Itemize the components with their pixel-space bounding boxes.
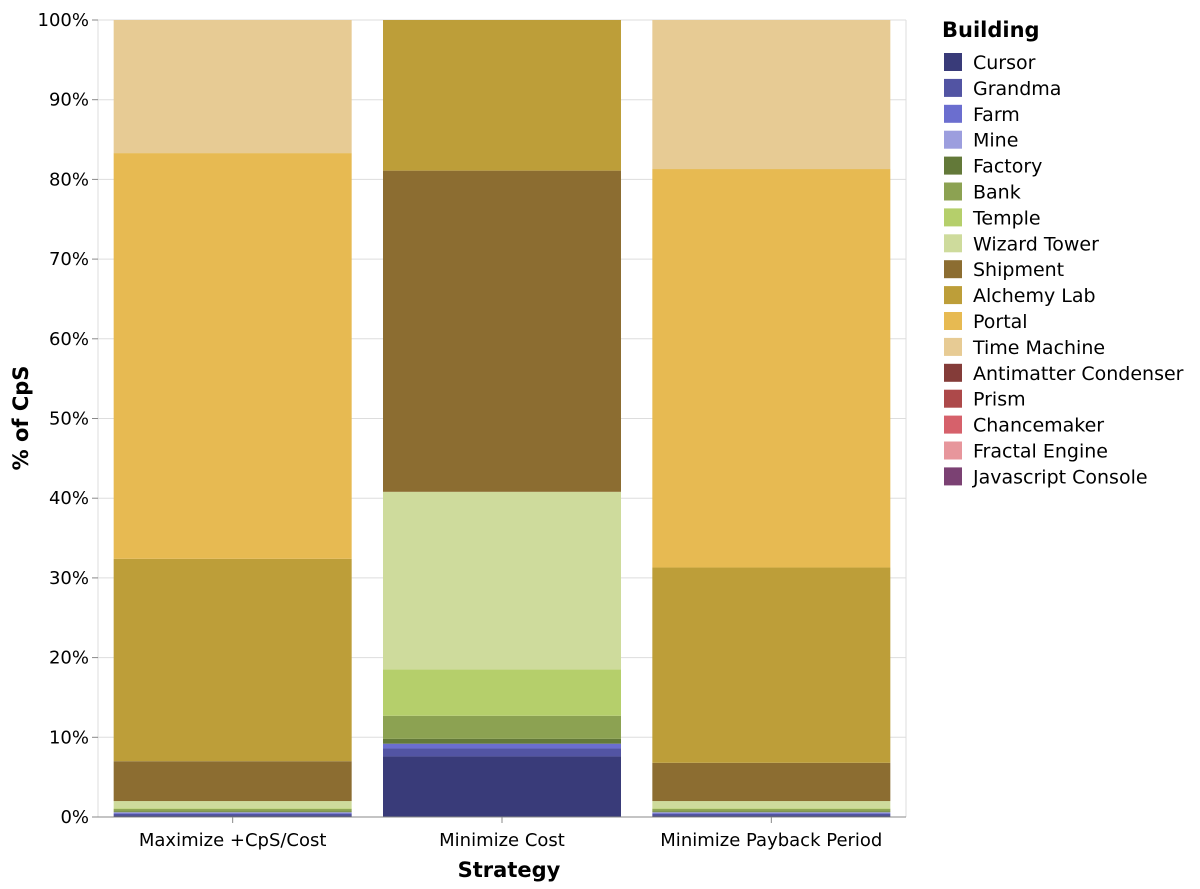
legend-swatch-antimatter-condenser (944, 363, 962, 382)
bar-segment-factory (383, 738, 621, 744)
bar-segment-wizard-tower (652, 801, 891, 809)
bar-segment-factory (652, 811, 891, 813)
bar-segment-time-machine (652, 20, 891, 170)
bar-segment-grandma (113, 813, 352, 816)
bar-segment-time-machine (113, 20, 352, 154)
legend-label-cursor: Cursor (973, 52, 1036, 74)
bar-segment-mine (652, 812, 891, 814)
bar-segment-wizard-tower (383, 491, 621, 670)
bar-segment-cursor (383, 756, 621, 817)
bar-segment-temple (652, 808, 891, 810)
y-axis: 0% 10% 20% 30% 40% 50% 60% 70% 80% 90% 100% (38, 10, 98, 828)
legend-swatch-portal (944, 312, 962, 330)
y-tick-label: 90% (49, 90, 89, 111)
legend-swatch-temple (944, 208, 962, 227)
legend-swatch-grandma (944, 78, 962, 97)
bar-segment-farm (383, 743, 621, 749)
legend-label-portal: Portal (973, 311, 1028, 333)
x-tick-label: Minimize Cost (439, 830, 565, 851)
legend-label-wizard-tower: Wizard Tower (973, 233, 1099, 255)
bar-segment-farm (652, 813, 891, 814)
bar-segment-farm (113, 813, 352, 814)
bar-segment-bank (113, 809, 352, 812)
bar-segment-shipment (383, 170, 621, 492)
bar-segment-bank (383, 715, 621, 739)
legend-label-shipment: Shipment (973, 259, 1064, 281)
y-tick-label: 60% (49, 329, 89, 350)
legend-swatch-bank (944, 182, 962, 201)
bar-segment-portal (113, 153, 352, 559)
y-tick-label: 80% (49, 169, 89, 190)
bar-segment-alchemy-lab (113, 558, 352, 762)
bar-stack (113, 20, 352, 817)
legend-label-time-machine: Time Machine (972, 337, 1105, 359)
bar-segment-wizard-tower (113, 801, 352, 809)
legend-label-prism: Prism (973, 389, 1026, 411)
bar-segment-cursor (113, 815, 352, 817)
bar-segment-mine (113, 812, 352, 814)
bar-stacks (113, 20, 891, 817)
legend-swatch-cursor (944, 53, 962, 71)
legend-swatch-wizard-tower (944, 234, 962, 253)
legend-swatch-factory (944, 156, 962, 175)
legend-swatch-javascript-console (944, 467, 962, 486)
bar-segment-shipment (652, 762, 891, 802)
bar-segment-temple (383, 669, 621, 716)
legend-label-javascript-console: Javascript Console (972, 466, 1148, 488)
y-tick-label: 100% (38, 10, 89, 31)
legend-label-fractal-engine: Fractal Engine (973, 441, 1108, 463)
legend-label-mine: Mine (973, 130, 1018, 152)
legend-title: Building (942, 18, 1040, 42)
x-axis: Maximize +CpS/Cost Minimize Cost Minimize … (98, 816, 906, 851)
x-tick-label: Minimize Payback Period (660, 830, 882, 851)
y-tick-label: 0% (60, 807, 89, 828)
y-axis-title: % of CpS (9, 366, 33, 471)
bar-segment-grandma (652, 813, 891, 816)
bar-stack (652, 20, 891, 817)
y-tick-label: 10% (49, 727, 89, 748)
y-tick-label: 30% (49, 568, 89, 589)
bar-segment-shipment (113, 761, 352, 802)
legend-label-antimatter-condenser: Antimatter Condenser (973, 363, 1184, 385)
legend-label-factory: Factory (973, 156, 1042, 178)
bar-segment-portal (652, 169, 891, 568)
legend-swatch-fractal-engine (944, 441, 962, 460)
legend-swatch-mine (944, 130, 962, 149)
legend-label-grandma: Grandma (973, 78, 1061, 100)
legend-swatch-farm (944, 104, 962, 123)
y-tick-label: 50% (49, 409, 89, 430)
bar-segment-cursor (652, 815, 891, 817)
x-tick-label: Maximize +CpS/Cost (139, 830, 327, 851)
bar-segment-bank (652, 809, 891, 812)
legend-swatch-prism (944, 389, 962, 408)
legend-swatch-chancemaker (944, 415, 962, 434)
legend-label-alchemy-lab: Alchemy Lab (973, 285, 1096, 307)
legend-label-bank: Bank (973, 182, 1021, 204)
legend-swatch-time-machine (944, 337, 962, 356)
y-tick-label: 70% (49, 249, 89, 270)
legend: Building Cursor Grandma Farm Mine Factory Ban… (942, 18, 1184, 488)
bar-segment-alchemy-lab (652, 567, 891, 763)
bar-segment-factory (113, 811, 352, 813)
legend-label-farm: Farm (973, 104, 1020, 126)
legend-swatch-alchemy-lab (944, 286, 962, 305)
bar-stack (383, 20, 621, 817)
x-axis-title: Strategy (458, 858, 561, 882)
legend-label-chancemaker: Chancemaker (973, 415, 1104, 437)
y-tick-label: 40% (49, 488, 89, 509)
bar-segment-temple (113, 808, 352, 810)
bar-segment-grandma (383, 748, 621, 757)
bar-segment-alchemy-lab (383, 20, 621, 171)
y-tick-label: 20% (49, 648, 89, 669)
legend-label-temple: Temple (972, 207, 1041, 229)
legend-swatch-shipment (944, 260, 962, 279)
